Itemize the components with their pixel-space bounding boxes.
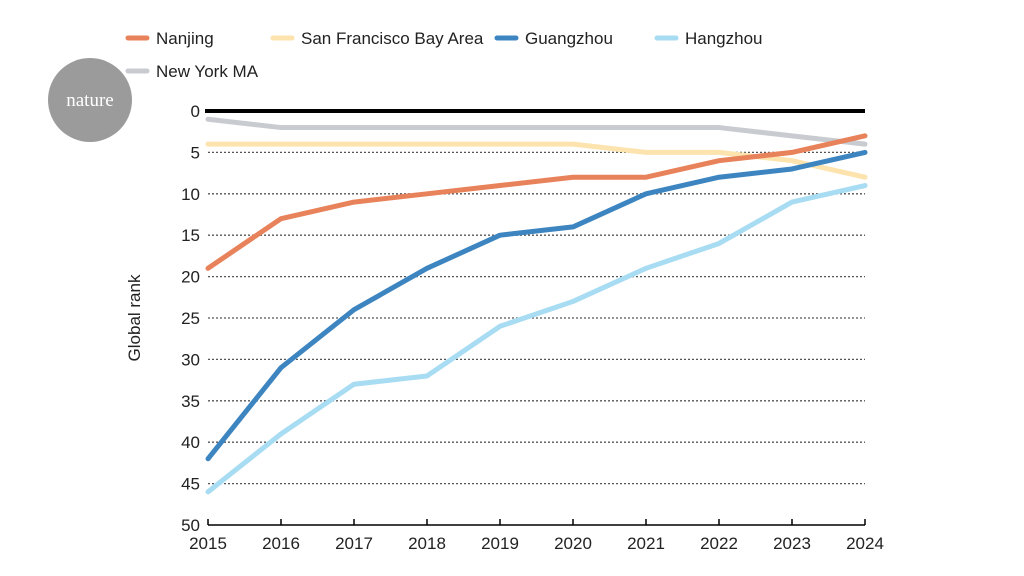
y-tick-label: 45	[181, 475, 200, 494]
y-tick-label: 35	[181, 392, 200, 411]
legend-label: Guangzhou	[525, 29, 613, 48]
series-line-new-york-ma	[205, 116, 868, 147]
y-tick-label: 40	[181, 433, 200, 452]
series-line-nanjing	[205, 133, 868, 271]
x-tick-label: 2018	[408, 534, 446, 553]
x-tick-label: 2015	[189, 534, 227, 553]
y-tick-label: 25	[181, 309, 200, 328]
x-tick-label: 2022	[700, 534, 738, 553]
series-line-hangzhou	[205, 183, 868, 495]
x-tick-label: 2024	[846, 534, 884, 553]
nature-logo-text: nature	[66, 90, 113, 111]
x-tick-label: 2021	[627, 534, 665, 553]
series-line-guangzhou	[205, 149, 868, 462]
x-tick-label: 2017	[335, 534, 373, 553]
y-tick-label: 50	[181, 516, 200, 535]
y-tick-label: 5	[191, 143, 200, 162]
legend-label: Nanjing	[156, 29, 214, 48]
legend-label: New York MA	[156, 62, 259, 81]
y-tick-label: 10	[181, 185, 200, 204]
x-tick-label: 2020	[554, 534, 592, 553]
x-tick-label: 2016	[262, 534, 300, 553]
legend-label: Hangzhou	[685, 29, 763, 48]
nature-logo	[48, 58, 132, 142]
legend-label: San Francisco Bay Area	[301, 29, 484, 48]
y-tick-label: 20	[181, 268, 200, 287]
y-tick-label: 30	[181, 350, 200, 369]
y-axis-label: Global rank	[125, 274, 144, 361]
y-tick-label: 0	[191, 102, 200, 121]
x-tick-label: 2023	[773, 534, 811, 553]
x-tick-label: 2019	[481, 534, 519, 553]
y-tick-label: 15	[181, 226, 200, 245]
